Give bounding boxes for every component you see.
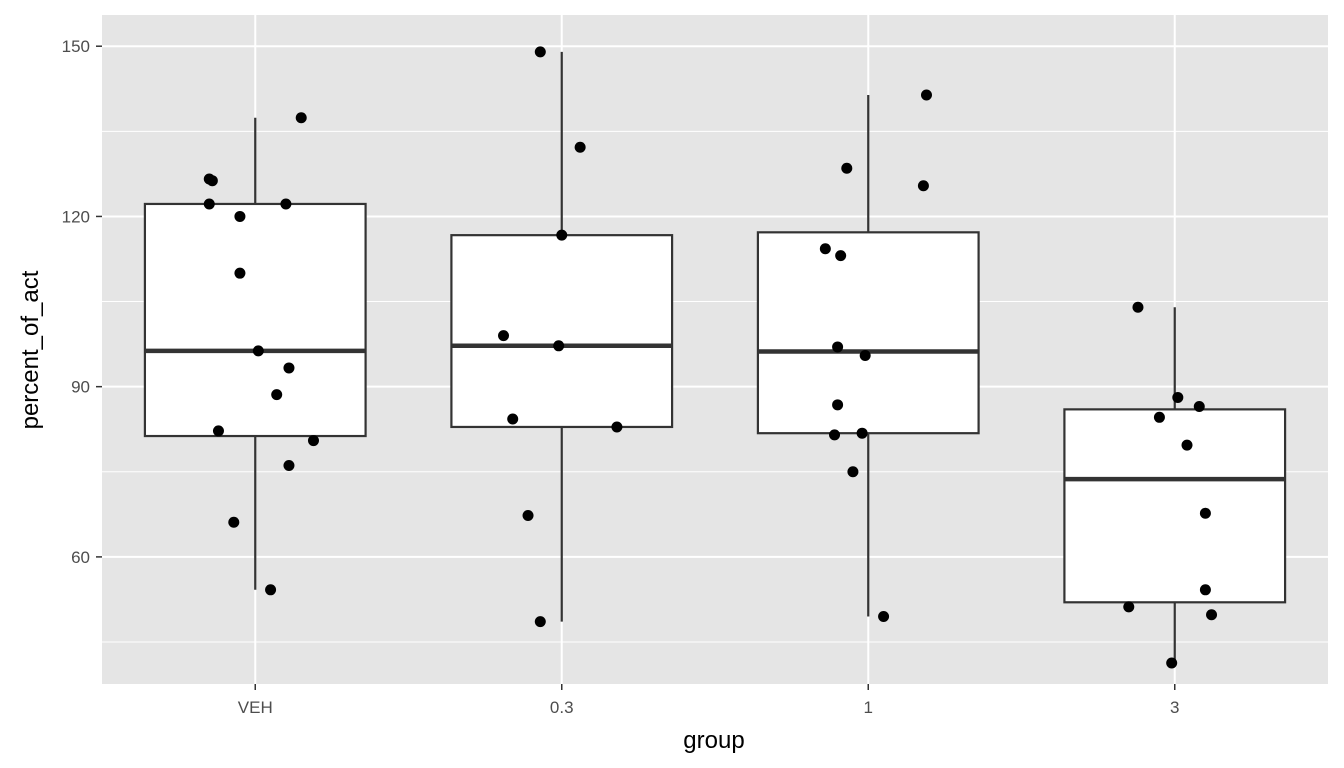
data-point bbox=[819, 243, 831, 255]
data-point bbox=[920, 89, 932, 101]
x-axis-title: group bbox=[683, 727, 744, 754]
box-group bbox=[1063, 307, 1287, 664]
data-point bbox=[283, 362, 295, 374]
x-tick-label: 1 bbox=[864, 698, 873, 717]
data-point bbox=[574, 141, 586, 153]
y-tick-label: 60 bbox=[71, 548, 90, 567]
data-point bbox=[556, 229, 568, 241]
data-point bbox=[1199, 584, 1211, 596]
x-tick-label: VEH bbox=[238, 698, 273, 717]
data-point bbox=[878, 610, 890, 622]
data-point bbox=[295, 112, 307, 124]
data-point bbox=[307, 435, 319, 447]
data-point bbox=[1199, 507, 1211, 519]
data-point bbox=[832, 399, 844, 411]
data-point bbox=[1206, 609, 1218, 621]
data-point bbox=[1172, 391, 1184, 403]
data-point bbox=[212, 425, 224, 437]
data-point bbox=[1181, 439, 1193, 451]
data-point bbox=[1166, 657, 1178, 669]
data-point bbox=[841, 162, 853, 174]
data-point bbox=[847, 466, 859, 478]
data-point bbox=[1123, 601, 1135, 613]
data-point bbox=[228, 516, 240, 528]
data-point bbox=[252, 345, 264, 357]
box-iqr bbox=[756, 231, 980, 435]
box-iqr bbox=[450, 234, 674, 429]
data-point bbox=[280, 198, 292, 210]
data-points bbox=[203, 46, 1218, 669]
x-axis: VEH 0.3 1 3 bbox=[238, 684, 1179, 717]
y-axis: 60 90 120 150 bbox=[62, 37, 102, 567]
data-point bbox=[534, 46, 546, 58]
data-point bbox=[1132, 301, 1144, 313]
data-point bbox=[856, 427, 868, 439]
y-tick-label: 150 bbox=[62, 37, 90, 56]
data-point bbox=[271, 389, 283, 401]
box-group bbox=[450, 51, 674, 622]
data-point bbox=[234, 210, 246, 222]
y-tick-label: 90 bbox=[71, 378, 90, 397]
x-tick-label: 3 bbox=[1170, 698, 1179, 717]
data-point bbox=[1153, 411, 1165, 423]
data-point bbox=[611, 421, 623, 433]
data-point bbox=[283, 460, 295, 472]
data-point bbox=[859, 349, 871, 361]
data-point bbox=[522, 509, 534, 521]
data-point bbox=[1193, 401, 1205, 413]
data-point bbox=[206, 175, 218, 187]
data-point bbox=[829, 429, 841, 441]
data-point bbox=[507, 413, 519, 425]
box-iqr bbox=[143, 202, 367, 438]
y-tick-label: 120 bbox=[62, 207, 90, 226]
data-point bbox=[265, 584, 277, 596]
data-point bbox=[832, 341, 844, 353]
data-point bbox=[835, 250, 847, 262]
boxes bbox=[143, 51, 1287, 664]
data-point bbox=[203, 198, 215, 210]
data-point bbox=[498, 330, 510, 342]
y-axis-title: percent_of_act bbox=[17, 270, 44, 429]
data-point bbox=[553, 340, 565, 352]
data-point bbox=[917, 180, 929, 192]
box-iqr bbox=[1063, 408, 1287, 604]
data-point bbox=[534, 616, 546, 628]
data-point bbox=[234, 267, 246, 279]
x-tick-label: 0.3 bbox=[550, 698, 574, 717]
